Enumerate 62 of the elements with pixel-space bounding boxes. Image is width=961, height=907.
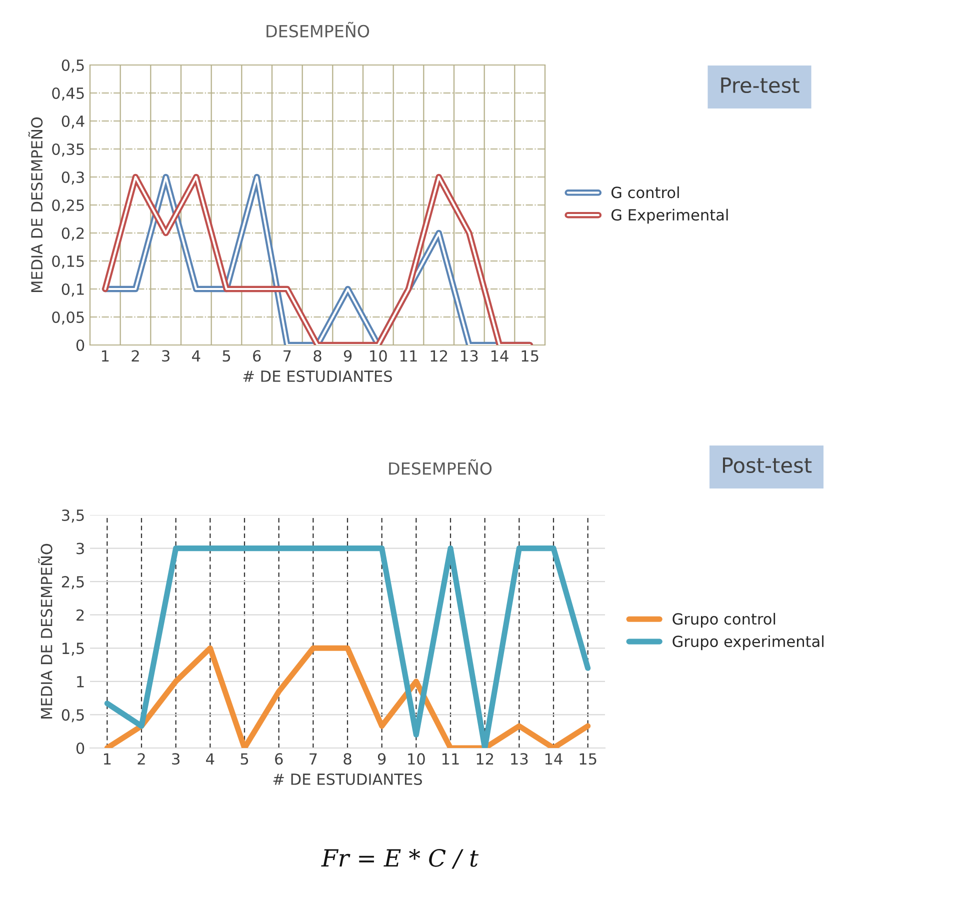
- y-tick-label: 0,15: [52, 255, 84, 269]
- x-tick-label: 9: [378, 753, 386, 765]
- x-tick-label: 5: [240, 753, 248, 765]
- x-axis-title: # DE ESTUDIANTES: [273, 773, 422, 786]
- x-tick-label: 1: [104, 753, 111, 764]
- y-tick-label: 0: [76, 339, 84, 352]
- text: Fr = E * C / t: [321, 848, 479, 869]
- y-tick-label: 0,3: [62, 171, 84, 185]
- chart-title: DESEMPEÑO: [266, 22, 370, 38]
- y-tick-label: 0,5: [62, 59, 84, 73]
- x-tick-label: 7: [284, 350, 291, 362]
- x-tick-label: 9: [344, 350, 352, 362]
- x-tick-label: 11: [400, 350, 417, 362]
- y-axis-title: MEDIA DE DESEMPEÑO: [28, 117, 43, 292]
- x-tick-label: 8: [344, 753, 352, 765]
- x-tick-label: 14: [545, 753, 562, 764]
- y-axis-title: MEDIA DE DESEMPEÑO: [38, 544, 52, 718]
- x-tick-label: 1: [102, 350, 109, 362]
- legend-label: Grupo experimental: [672, 635, 824, 650]
- x-tick-label: 14: [491, 350, 508, 362]
- x-tick-label: 12: [430, 350, 448, 362]
- y-tick-label: 3: [76, 542, 84, 554]
- y-tick-label: 0,25: [52, 199, 84, 213]
- x-tick-label: 8: [314, 350, 322, 362]
- x-tick-label: 10: [408, 753, 425, 765]
- y-tick-label: 0,5: [62, 709, 84, 722]
- x-tick-label: 15: [522, 350, 538, 362]
- x-tick-label: 3: [172, 753, 180, 765]
- x-tick-label: 5: [222, 350, 230, 362]
- text: Pre-test: [721, 78, 800, 94]
- legend-label: G Experimental: [611, 208, 728, 224]
- x-tick-label: 6: [253, 350, 261, 362]
- y-tick-label: 0,45: [52, 87, 84, 101]
- y-tick-label: 0,05: [52, 311, 84, 325]
- x-tick-label: 15: [580, 753, 596, 765]
- x-tick-label: 11: [442, 753, 459, 764]
- x-tick-label: 13: [511, 753, 528, 765]
- x-axis-title: # DE ESTUDIANTES: [243, 370, 392, 382]
- x-tick-label: 6: [275, 753, 283, 765]
- x-tick-label: 7: [310, 753, 317, 764]
- y-tick-label: 1,5: [62, 642, 84, 656]
- legend-label: Grupo control: [672, 612, 776, 628]
- x-tick-label: 3: [162, 350, 170, 362]
- x-tick-label: 2: [132, 350, 139, 362]
- y-tick-label: 3,5: [62, 509, 84, 523]
- y-tick-label: 2,5: [62, 576, 84, 590]
- chart-title: DESEMPEÑO: [389, 459, 492, 475]
- y-tick-label: 2: [76, 609, 84, 621]
- x-tick-label: 2: [138, 753, 145, 764]
- x-tick-label: 4: [192, 350, 200, 362]
- y-tick-label: 0,1: [62, 283, 84, 297]
- x-tick-label: 12: [476, 753, 494, 764]
- y-tick-label: 0,4: [62, 115, 84, 129]
- y-tick-label: 1: [77, 676, 84, 688]
- x-tick-label: 13: [461, 350, 478, 362]
- legend-label: G control: [611, 186, 679, 198]
- text: Post-test: [722, 458, 812, 474]
- y-tick-label: 0,35: [52, 143, 84, 157]
- y-tick-label: 0,2: [62, 227, 84, 241]
- x-tick-label: 10: [370, 350, 387, 362]
- x-tick-label: 4: [206, 753, 214, 764]
- y-tick-label: 0: [76, 742, 84, 754]
